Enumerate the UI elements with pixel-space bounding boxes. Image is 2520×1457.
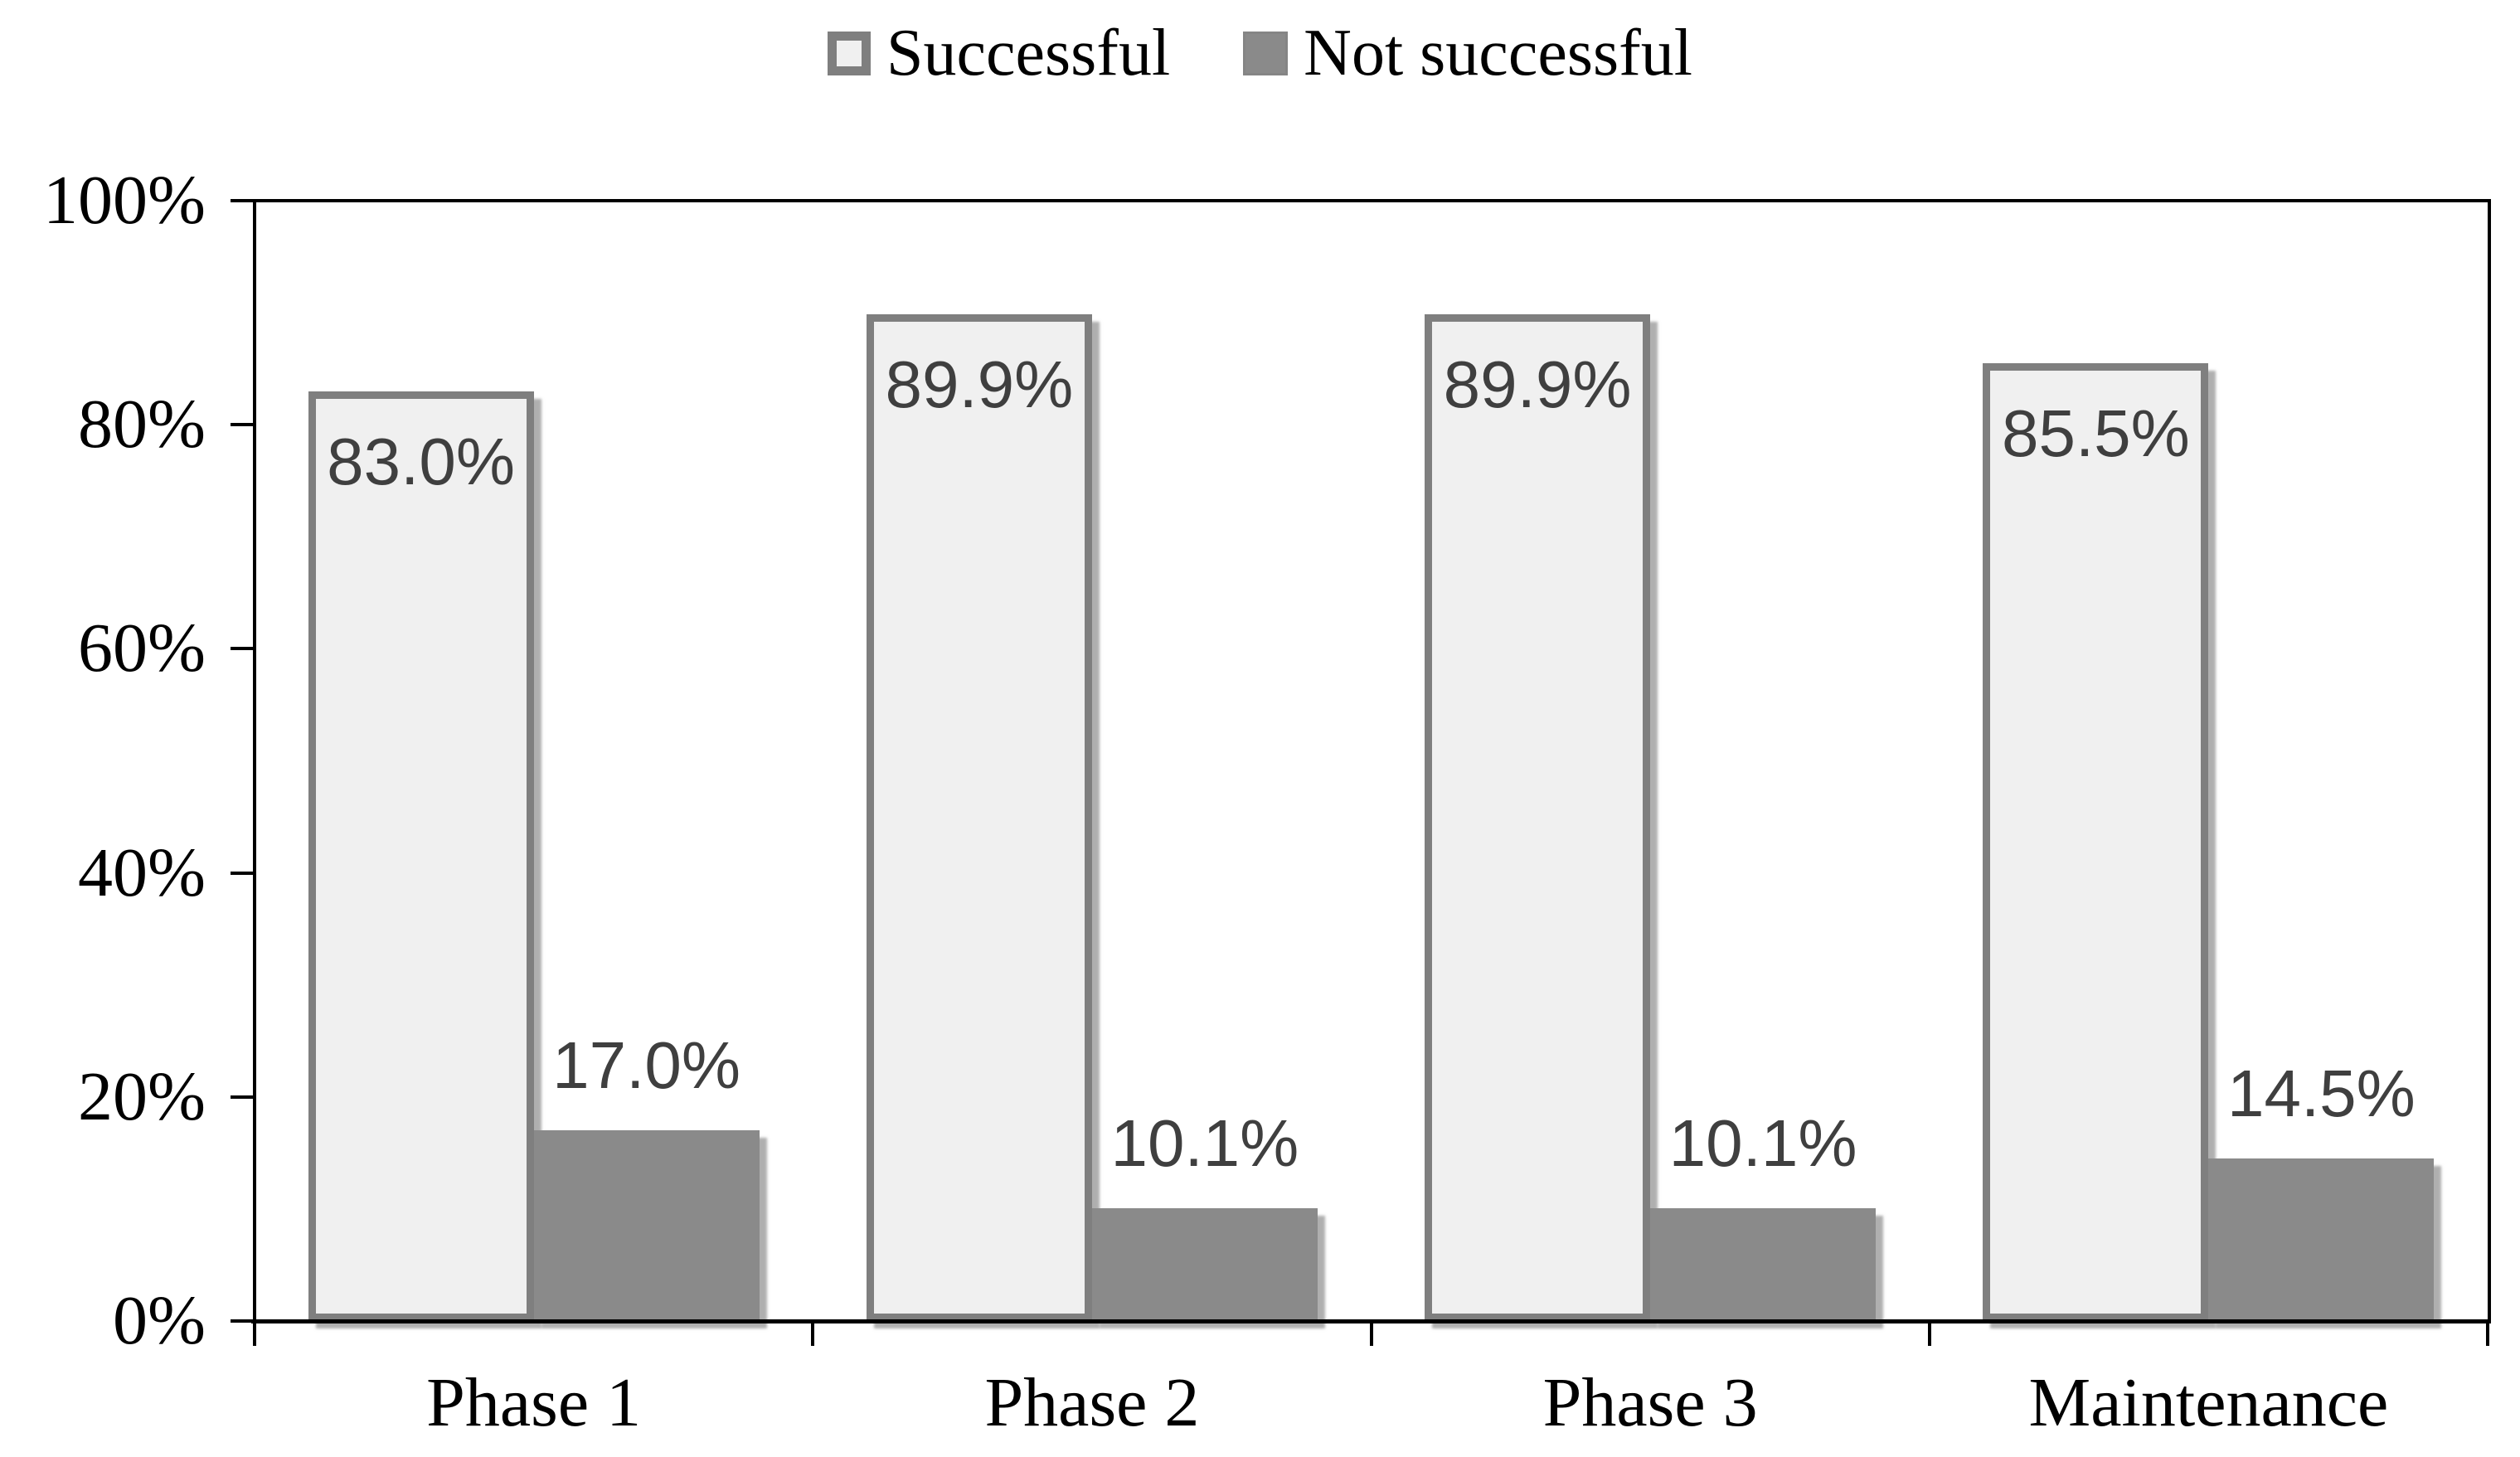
y-axis-tick-label: 0% [113, 1282, 206, 1359]
bar-data-label: 83.0% [327, 424, 516, 498]
category-label: Phase 3 [1542, 1364, 1758, 1441]
y-axis-tick [231, 871, 255, 875]
bar-successful: 85.5% [1983, 362, 2209, 1321]
y-axis-tick-label: 20% [78, 1057, 206, 1135]
x-axis-tick [1369, 1321, 1373, 1346]
category-label: Maintenance [2028, 1364, 2389, 1441]
y-axis-tick [231, 423, 255, 427]
plot-border-right [2488, 199, 2491, 1321]
bar-not-successful: 10.1% [1650, 1106, 1877, 1321]
legend-label-not-successful: Not successful [1304, 17, 1692, 90]
y-axis-line [253, 199, 256, 1321]
category-label: Phase 2 [984, 1364, 1200, 1441]
y-axis-tick-label: 40% [78, 833, 206, 911]
bar-successful: 83.0% [308, 391, 534, 1321]
bar-data-label: 85.5% [2001, 396, 2190, 470]
legend-swatch-successful-icon [828, 31, 872, 75]
legend-label-successful: Successful [886, 17, 1171, 90]
bar-data-label: 89.9% [1443, 347, 1632, 421]
y-axis-tick [231, 199, 255, 202]
legend-swatch-not-successful-icon [1243, 31, 1289, 75]
y-axis-tick [231, 1095, 255, 1099]
bar-successful: 89.9% [866, 313, 1092, 1321]
y-axis-tick [231, 647, 255, 651]
bar-not-successful: 10.1% [1091, 1106, 1318, 1321]
bar-data-label: 10.1% [1668, 1105, 1857, 1180]
bar-data-label: 89.9% [885, 347, 1074, 421]
bar-successful: 89.9% [1425, 313, 1651, 1321]
y-axis-tick [231, 1319, 255, 1323]
bar-data-label: 14.5% [2226, 1056, 2416, 1131]
x-axis-tick [253, 1321, 256, 1346]
x-axis-tick [2486, 1321, 2489, 1346]
legend: Successful Not successful [0, 10, 2520, 96]
legend-item-not-successful: Not successful [1243, 10, 1692, 96]
bar-not-successful: 17.0% [533, 1028, 760, 1321]
x-axis-tick [1927, 1321, 1931, 1346]
plot-border-top [251, 199, 2491, 202]
bar-data-label: 10.1% [1110, 1105, 1299, 1180]
plot-area: 83.0% 17.0% 89.9% 10.1% 89.9% 10.1% 85.5% 14.5% [255, 201, 2488, 1321]
category-label: Phase 1 [426, 1364, 642, 1441]
legend-item-successful: Successful [828, 10, 1170, 96]
x-axis-tick [811, 1321, 815, 1346]
bar-not-successful: 14.5% [2208, 1056, 2435, 1321]
y-axis-tick-label: 100% [43, 162, 206, 239]
y-axis-tick-label: 80% [78, 386, 206, 464]
bar-data-label: 17.0% [552, 1028, 741, 1103]
y-axis-tick-label: 60% [78, 610, 206, 687]
